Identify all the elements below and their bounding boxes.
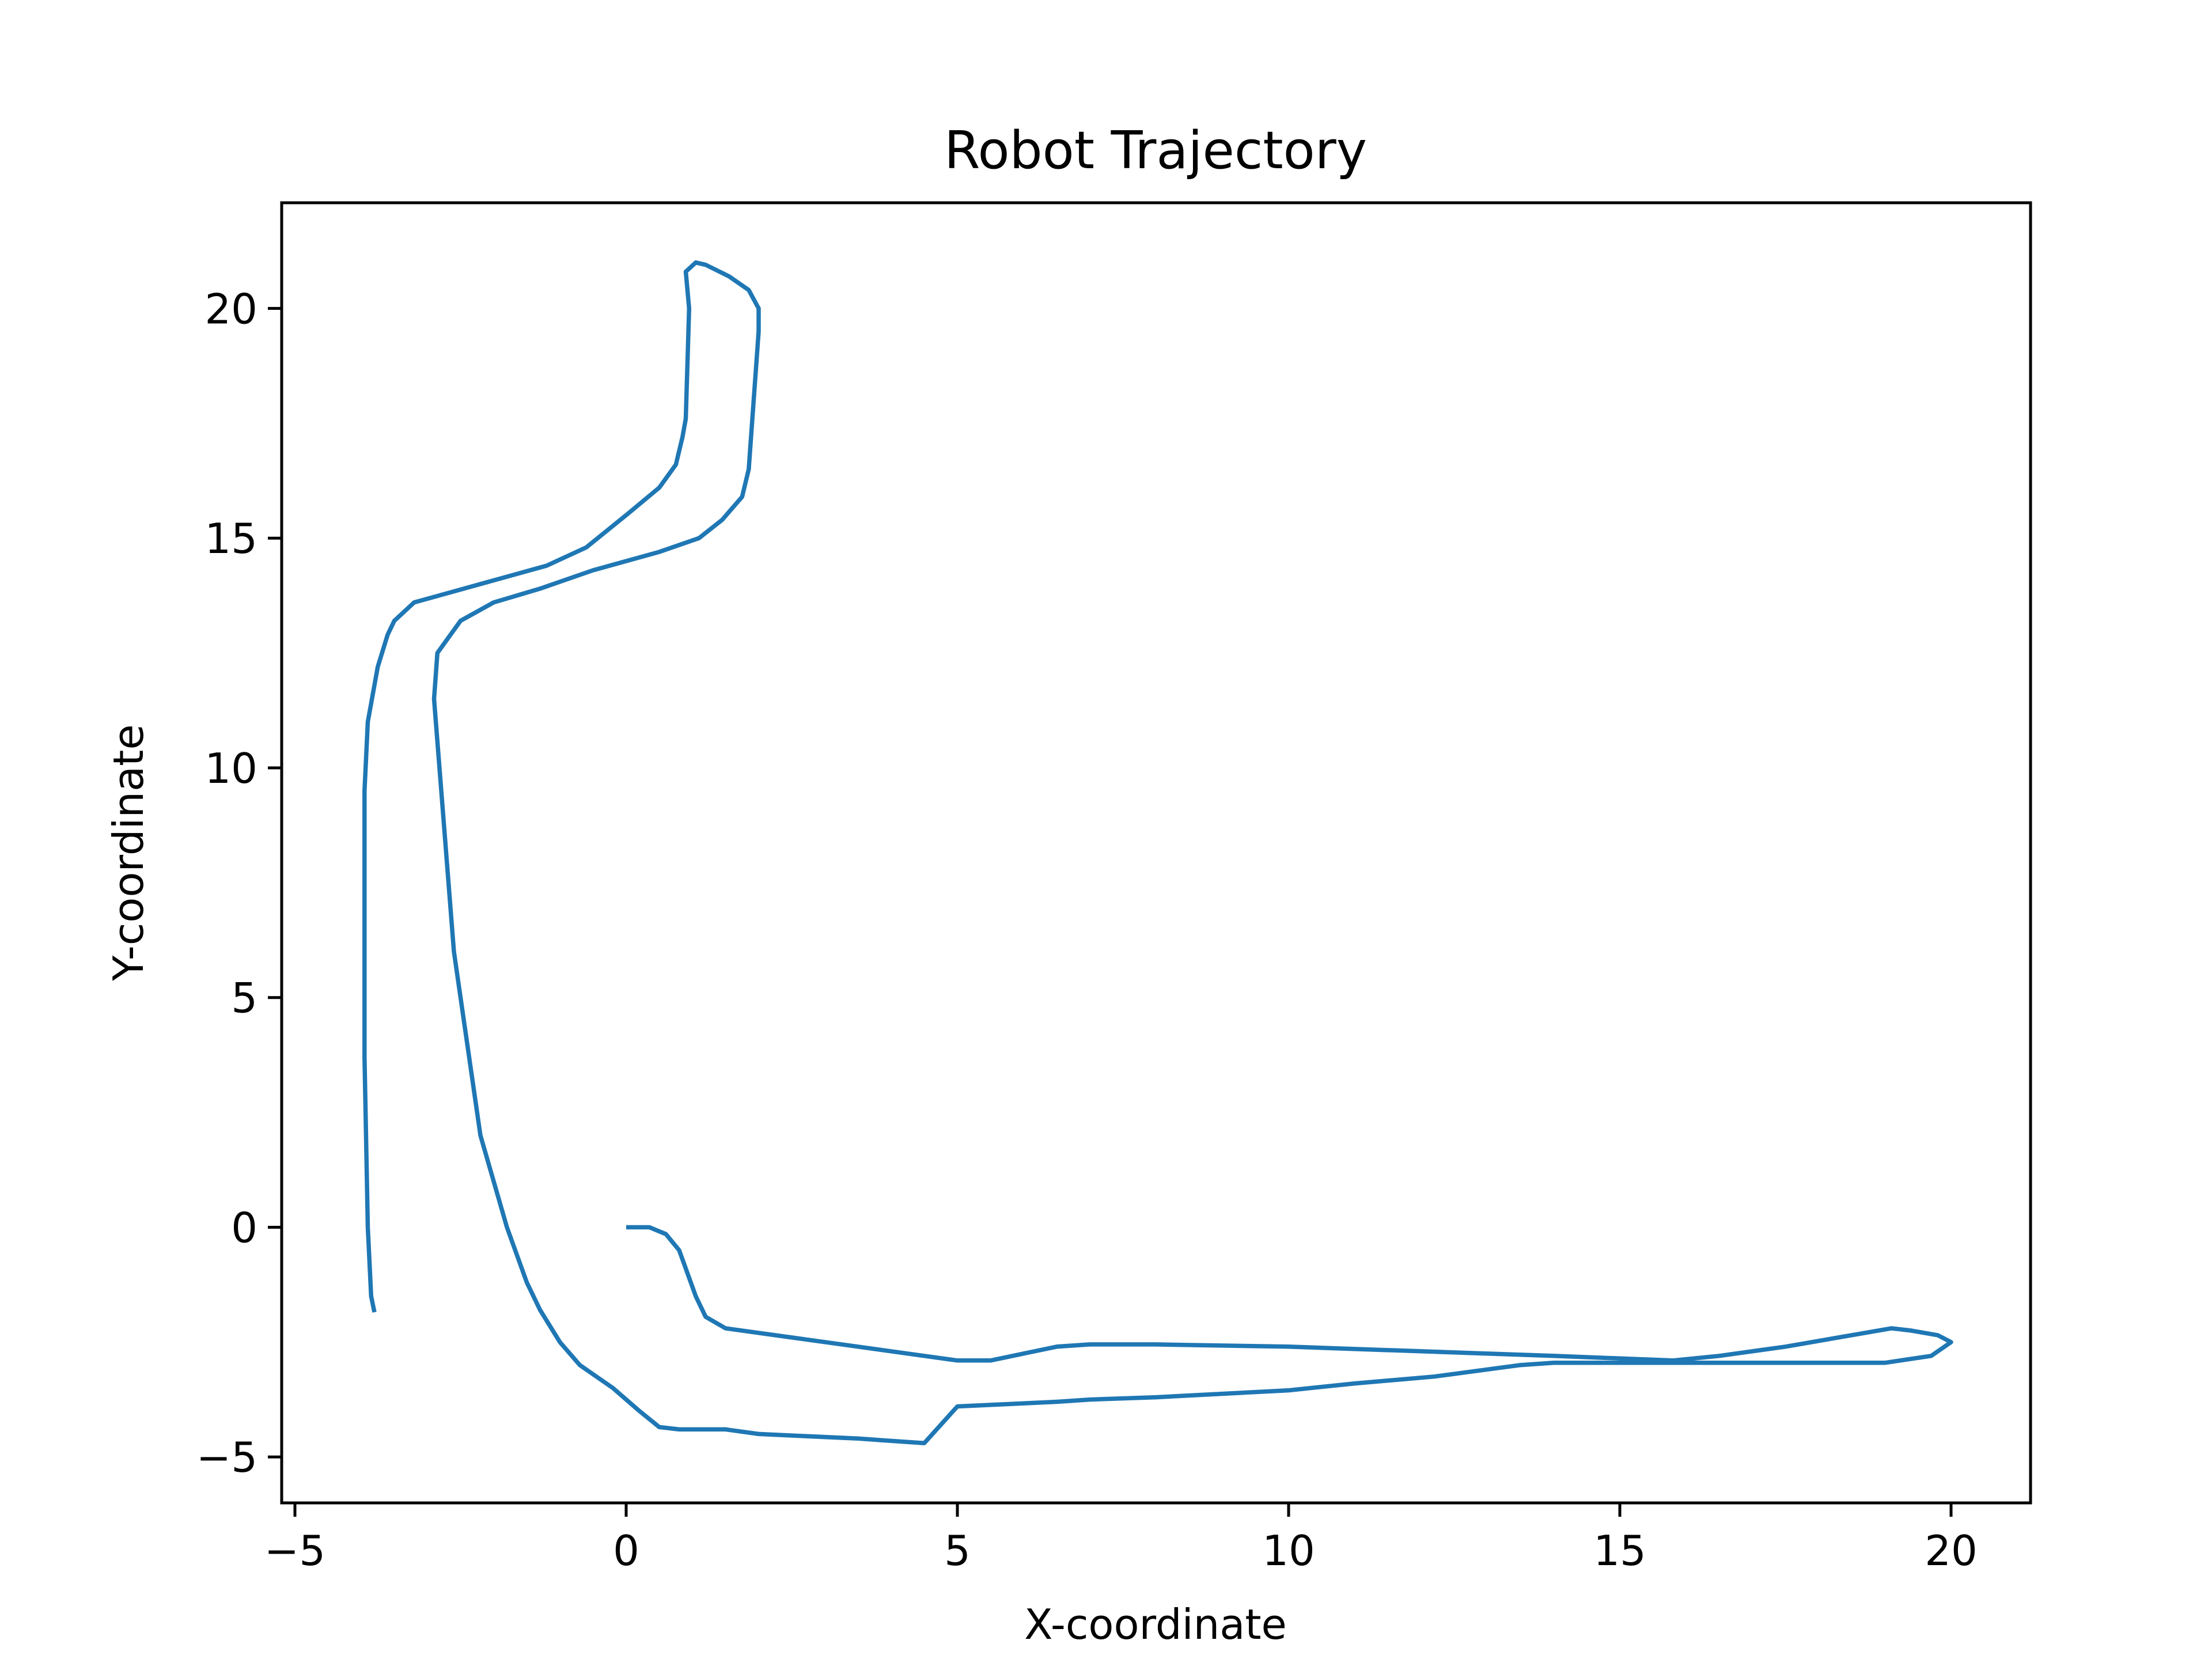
y-tick-label: 20 — [204, 285, 257, 333]
y-axis: −5 0 5 10 15 20 — [196, 285, 282, 1482]
plot-frame — [280, 201, 2032, 1505]
x-tick-label: 10 — [1262, 1527, 1315, 1575]
x-tick-label: 15 — [1593, 1527, 1646, 1575]
x-tick-label: 0 — [613, 1527, 639, 1575]
chart-title: Robot Trajectory — [944, 120, 1367, 181]
x-tick-label: −5 — [264, 1527, 325, 1575]
x-tick-label: 20 — [1925, 1527, 1978, 1575]
y-axis-label: Y-coordinate — [104, 724, 153, 981]
y-tick-label: 5 — [231, 974, 257, 1022]
y-tick-label: −5 — [196, 1433, 257, 1482]
y-tick-label: 0 — [231, 1203, 257, 1252]
y-tick-label: 15 — [204, 514, 257, 563]
x-tick-label: 5 — [944, 1527, 971, 1575]
x-axis: −5 0 5 10 15 20 — [264, 1503, 1978, 1575]
x-axis-label: X-coordinate — [1024, 1600, 1287, 1649]
y-tick-label: 10 — [204, 744, 257, 793]
plot-area — [280, 201, 2032, 1505]
trajectory-line — [362, 260, 1953, 1446]
